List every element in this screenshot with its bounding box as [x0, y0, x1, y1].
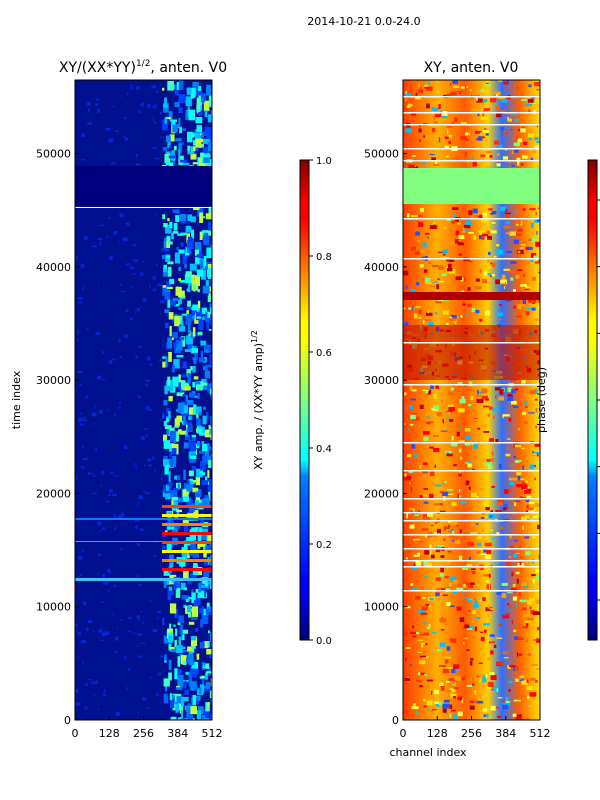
left-y-axis: 0 10000 20000 30000 40000 50000: [36, 148, 79, 727]
right-colorbar-gradient: [587, 159, 598, 641]
right-y-tick-label: 50000: [364, 148, 399, 161]
right-panel-title: XY, anten. V0: [424, 60, 519, 76]
left-colorbar-gradient: [299, 159, 310, 641]
left-x-tick-label: 256: [133, 727, 154, 740]
left-panel: XY/(XX*YY)1/2, anten. V0 0 128 256 384 512 0…: [10, 59, 227, 740]
right-panel: XY, anten. V0 0 128 256 384 512 0 10000 20000 3…: [364, 60, 551, 759]
left-colorbar-tick-label: 0.0: [316, 636, 332, 647]
left-x-tick-label: 128: [99, 727, 120, 740]
right-heatmap: [403, 80, 540, 720]
left-y-tick-label: 20000: [36, 487, 71, 500]
left-y-tick-label: 10000: [36, 601, 71, 614]
right-y-tick-label: 30000: [364, 374, 399, 387]
right-y-tick-label: 20000: [364, 487, 399, 500]
left-y-tick-label: 30000: [36, 374, 71, 387]
right-x-tick-label: 384: [495, 727, 516, 740]
right-x-tick-label: 128: [427, 727, 448, 740]
left-colorbar-tick-label: 0.2: [316, 540, 332, 551]
left-panel-title: XY/(XX*YY)1/2, anten. V0: [59, 59, 227, 76]
right-x-label: channel index: [389, 746, 467, 759]
right-colorbar-label: phase (deg): [535, 367, 548, 433]
right-colorbar: −150−100−50050100150 phase (deg): [535, 159, 600, 641]
figure-suptitle: 2014-10-21 0.0-24.0: [307, 15, 420, 28]
left-y-label: time index: [10, 370, 23, 429]
right-x-tick-label: 512: [530, 727, 551, 740]
left-colorbar: 0.0 0.2 0.4 0.6 0.8 1.0 XY amp. / (XX*YY amp)…: [250, 156, 332, 647]
right-x-tick-label: 0: [400, 727, 407, 740]
left-y-tick-label: 0: [64, 714, 71, 727]
left-x-tick-label: 512: [202, 727, 223, 740]
right-y-tick-label: 40000: [364, 261, 399, 274]
left-colorbar-label: XY amp. / (XX*YY amp)1/2: [250, 330, 265, 470]
left-colorbar-tick-label: 0.6: [316, 348, 332, 359]
left-heatmap: [75, 80, 212, 720]
left-colorbar-tick-label: 0.8: [316, 252, 332, 263]
left-x-tick-label: 0: [72, 727, 79, 740]
left-x-tick-label: 384: [167, 727, 188, 740]
left-x-axis: 0 128 256 384 512: [72, 716, 223, 740]
right-x-axis: 0 128 256 384 512: [400, 716, 551, 740]
left-colorbar-tick-label: 0.4: [316, 444, 332, 455]
right-y-tick-label: 0: [392, 714, 399, 727]
left-y-tick-label: 40000: [36, 261, 71, 274]
right-y-tick-label: 10000: [364, 601, 399, 614]
left-colorbar-tick-label: 1.0: [316, 156, 332, 167]
left-y-tick-label: 50000: [36, 148, 71, 161]
right-x-tick-label: 256: [461, 727, 482, 740]
right-y-axis: 0 10000 20000 30000 40000 50000: [364, 148, 407, 727]
